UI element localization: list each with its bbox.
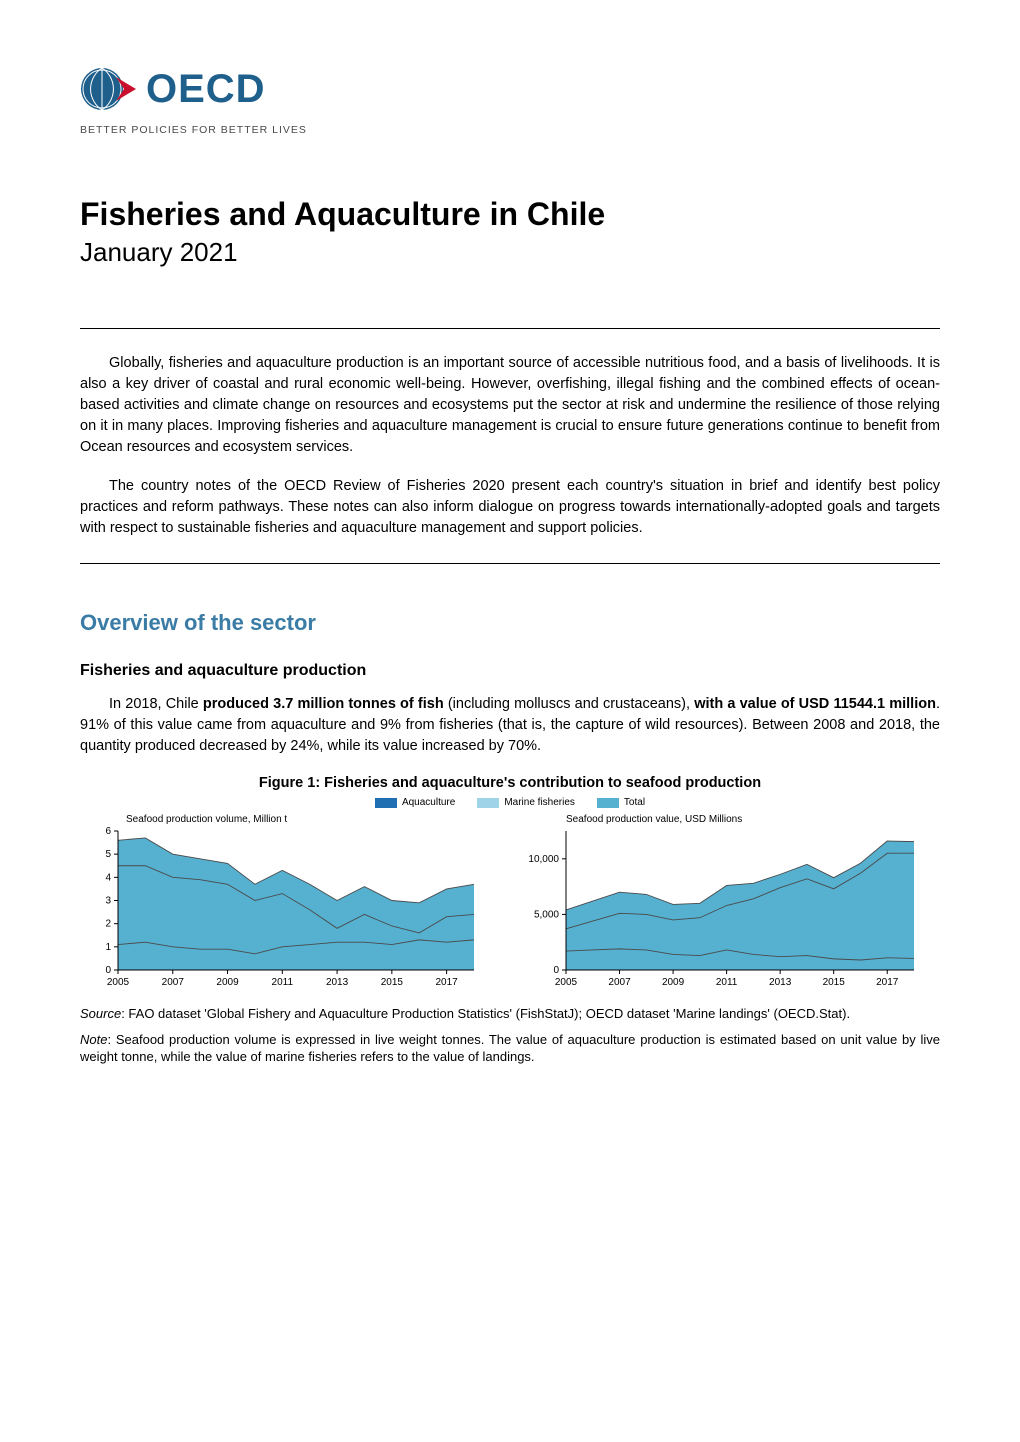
x-tick-label: 2017 bbox=[876, 977, 899, 988]
logo-tagline: BETTER POLICIES FOR BETTER LIVES bbox=[80, 124, 307, 136]
y-tick-label: 6 bbox=[105, 827, 111, 837]
x-tick-label: 2015 bbox=[381, 977, 404, 988]
legend-item: Marine fisheries bbox=[477, 797, 575, 808]
divider bbox=[80, 328, 940, 329]
x-tick-label: 2013 bbox=[769, 977, 792, 988]
y-tick-label: 5,000 bbox=[534, 910, 559, 921]
y-tick-label: 5 bbox=[105, 849, 111, 860]
intro-paragraph-1: Globally, fisheries and aquaculture prod… bbox=[80, 353, 940, 458]
x-tick-label: 2005 bbox=[107, 977, 130, 988]
legend-item: Aquaculture bbox=[375, 797, 455, 808]
legend-label: Marine fisheries bbox=[504, 797, 575, 808]
y-tick-label: 0 bbox=[553, 965, 559, 976]
document-title: Fisheries and Aquaculture in Chile bbox=[80, 196, 940, 233]
legend-label: Aquaculture bbox=[402, 797, 455, 808]
subsection-heading: Fisheries and aquaculture production bbox=[80, 662, 940, 680]
area-total bbox=[566, 841, 914, 970]
chart-value-svg: 0 5,000 10,000 2005 2007 2009 2011 2013 2015 2017 bbox=[520, 827, 920, 992]
legend-swatch bbox=[477, 798, 499, 808]
y-tick-label: 4 bbox=[105, 873, 111, 884]
x-tick-label: 2009 bbox=[216, 977, 239, 988]
y-tick-label: 0 bbox=[105, 965, 111, 976]
x-tick-label: 2015 bbox=[823, 977, 846, 988]
chart-volume-svg: 0 1 2 3 4 5 6 2005 2007 2009 2011 2013 2015 2017 bbox=[80, 827, 480, 992]
logo-letters: OECD bbox=[146, 69, 266, 109]
legend-item: Total bbox=[597, 797, 645, 808]
figure-note: Note: Seafood production volume is expre… bbox=[80, 1031, 940, 1066]
figure-source: Source: FAO dataset 'Global Fishery and … bbox=[80, 1005, 940, 1023]
legend-swatch bbox=[375, 798, 397, 808]
chart-volume: Seafood production volume, Million t 0 1 2… bbox=[80, 814, 500, 997]
body-paragraph: In 2018, Chile produced 3.7 million tonn… bbox=[80, 694, 940, 757]
x-tick-label: 2009 bbox=[662, 977, 685, 988]
intro-paragraph-2: The country notes of the OECD Review of … bbox=[80, 476, 940, 539]
y-tick-label: 3 bbox=[105, 896, 111, 907]
y-tick-label: 10,000 bbox=[528, 854, 559, 865]
globe-icon bbox=[80, 60, 138, 118]
y-tick-label: 1 bbox=[105, 942, 111, 953]
chart-legend: Aquaculture Marine fisheries Total bbox=[80, 797, 940, 808]
document-date: January 2021 bbox=[80, 237, 940, 268]
chart-value-subtitle: Seafood production value, USD Millions bbox=[566, 814, 940, 825]
area-total bbox=[118, 838, 474, 970]
legend-swatch bbox=[597, 798, 619, 808]
oecd-logo: OECD BETTER POLICIES FOR BETTER LIVES bbox=[80, 60, 940, 136]
divider bbox=[80, 563, 940, 564]
x-tick-label: 2011 bbox=[272, 977, 294, 988]
x-tick-label: 2007 bbox=[608, 977, 631, 988]
x-tick-label: 2013 bbox=[326, 977, 349, 988]
figure-title: Figure 1: Fisheries and aquaculture's co… bbox=[80, 775, 940, 791]
chart-volume-subtitle: Seafood production volume, Million t bbox=[126, 814, 500, 825]
x-tick-label: 2007 bbox=[162, 977, 185, 988]
x-tick-label: 2005 bbox=[555, 977, 578, 988]
chart-value: Seafood production value, USD Millions 0… bbox=[520, 814, 940, 997]
x-tick-label: 2011 bbox=[716, 977, 738, 988]
legend-label: Total bbox=[624, 797, 645, 808]
charts-row: Seafood production volume, Million t 0 1 2… bbox=[80, 814, 940, 997]
logo-row: OECD bbox=[80, 60, 266, 118]
section-heading: Overview of the sector bbox=[80, 610, 940, 636]
x-tick-label: 2017 bbox=[435, 977, 458, 988]
y-tick-label: 2 bbox=[105, 919, 111, 930]
